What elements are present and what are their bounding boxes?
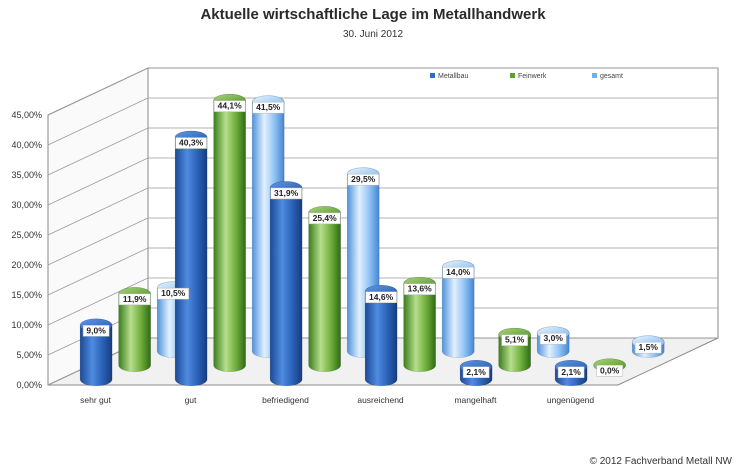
x-category-label: ungenügend <box>547 395 595 405</box>
data-label-box <box>539 332 567 345</box>
data-label: 9,0% <box>82 325 110 337</box>
gridline <box>47 157 718 206</box>
data-label-box <box>403 283 436 295</box>
cylinder-bar <box>269 181 303 387</box>
data-label: 31,9% <box>270 187 302 200</box>
legend-label: Metallbau <box>438 73 468 80</box>
data-label-text: 13,6% <box>408 284 433 294</box>
legend-swatch <box>510 73 515 78</box>
gridline <box>47 127 718 176</box>
copyright-text: © 2012 Fachverband Metall NW <box>589 456 732 467</box>
legend-swatch <box>592 73 597 78</box>
data-label-text: 41,5% <box>256 102 281 112</box>
y-tick-label: 20,00% <box>11 260 42 270</box>
data-label-box <box>157 287 189 300</box>
data-label: 0,0% <box>596 365 623 377</box>
cylinder-body <box>269 181 303 387</box>
x-category-label: gut <box>185 395 197 405</box>
data-label-box <box>308 212 341 225</box>
data-label: 2,1% <box>462 366 490 379</box>
data-label: 25,4% <box>308 212 341 225</box>
legend-swatch <box>430 73 435 78</box>
gridline <box>47 247 718 296</box>
data-label-box <box>118 293 151 306</box>
cylinder-bar <box>213 93 246 373</box>
data-label: 44,1% <box>213 100 246 112</box>
gridline <box>47 187 718 236</box>
data-label: 2,1% <box>557 366 585 379</box>
chart-subtitle: 30. Juni 2012 <box>342 29 404 40</box>
x-category-label: ausreichend <box>357 395 404 405</box>
data-label: 13,6% <box>403 283 436 295</box>
y-tick-label: 5,00% <box>16 350 42 360</box>
data-label-box <box>365 291 397 304</box>
x-category-label: sehr gut <box>80 395 111 405</box>
data-label-text: 2,1% <box>466 367 486 377</box>
cylinder-bar <box>403 276 436 373</box>
legend-label: gesamt <box>600 73 623 80</box>
y-tick-label: 40,00% <box>11 140 42 150</box>
data-label-text: 29,5% <box>351 174 376 184</box>
y-tick-label: 15,00% <box>11 290 42 300</box>
data-label-text: 5,1% <box>505 335 525 345</box>
data-label-box <box>634 341 662 354</box>
data-label-text: 40,3% <box>179 138 204 148</box>
data-label-text: 3,0% <box>544 333 564 343</box>
data-label-text: 14,0% <box>446 267 471 277</box>
data-label: 14,6% <box>365 291 397 304</box>
y-tick-label: 10,00% <box>11 320 42 330</box>
data-label: 1,5% <box>634 341 662 354</box>
data-label: 40,3% <box>175 137 207 149</box>
data-label-text: 0,0% <box>600 365 620 375</box>
gridline <box>47 67 718 116</box>
data-label-text: 9,0% <box>86 325 106 335</box>
data-label-text: 14,6% <box>369 292 394 302</box>
data-label: 3,0% <box>539 332 567 345</box>
gridline <box>47 97 718 146</box>
gridline <box>47 277 718 326</box>
y-tick-label: 0,00% <box>16 380 42 390</box>
data-label-box <box>462 366 490 379</box>
data-label: 29,5% <box>347 173 379 186</box>
y-tick-label: 45,00% <box>11 110 42 120</box>
data-label-box <box>347 173 379 186</box>
chart-title: Aktuelle wirtschaftliche Lage im Metallh… <box>200 6 546 23</box>
data-label-text: 11,9% <box>123 294 147 304</box>
data-label: 14,0% <box>442 266 474 279</box>
data-label-text: 44,1% <box>218 101 243 111</box>
cylinder-bar <box>308 206 341 373</box>
data-label-box <box>213 100 246 112</box>
cylinder-bar <box>174 130 208 387</box>
data-label-text: 25,4% <box>313 213 338 223</box>
data-label-box <box>252 101 284 114</box>
data-label: 10,5% <box>157 287 189 300</box>
data-label-box <box>501 334 528 346</box>
y-tick-label: 35,00% <box>11 170 42 180</box>
x-category-label: mangelhaft <box>454 395 497 405</box>
gridline <box>47 217 718 266</box>
legend-label: Feinwerk <box>518 73 547 80</box>
data-label-box <box>442 266 474 279</box>
data-label: 5,1% <box>501 334 528 346</box>
data-label-box <box>82 325 110 337</box>
data-label: 11,9% <box>118 293 151 306</box>
data-label-box <box>175 137 207 149</box>
cylinder-body <box>213 93 246 373</box>
data-label-text: 31,9% <box>274 188 299 198</box>
data-label-text: 1,5% <box>639 342 659 352</box>
data-label: 41,5% <box>252 101 284 114</box>
data-label-box <box>557 366 585 379</box>
data-label-text: 10,5% <box>161 288 186 298</box>
data-label-text: 2,1% <box>561 367 581 377</box>
data-label-box <box>596 365 623 377</box>
cylinder-body <box>174 130 208 387</box>
x-category-label: befriedigend <box>262 395 309 405</box>
y-tick-label: 30,00% <box>11 200 42 210</box>
data-label-box <box>270 187 302 200</box>
y-tick-label: 25,00% <box>11 230 42 240</box>
cylinder-body <box>308 206 341 373</box>
